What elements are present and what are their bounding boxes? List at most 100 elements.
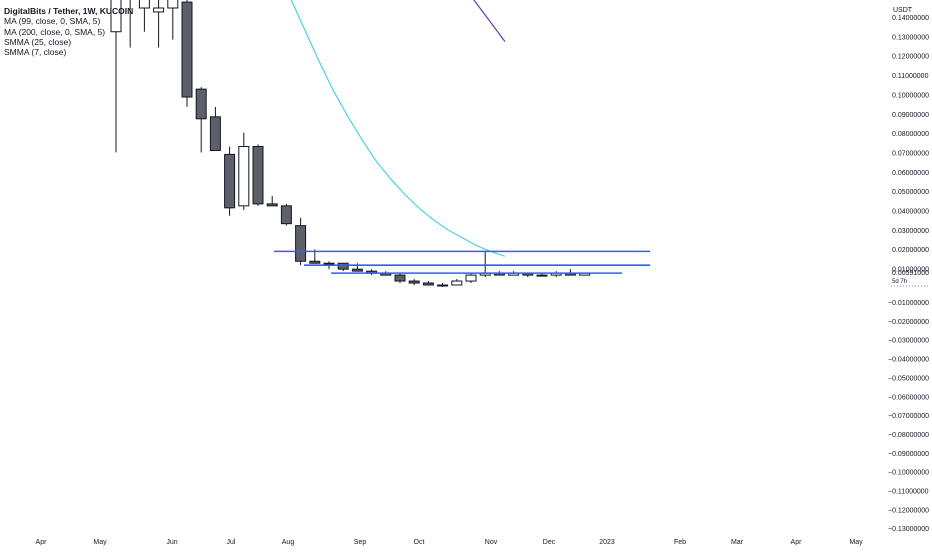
candle[interactable]: [209, 106, 221, 151]
currency-label: USDT: [893, 7, 913, 14]
y-tick-label: −0.03000000: [888, 338, 929, 345]
candle[interactable]: [238, 132, 250, 210]
candle-body: [309, 260, 321, 264]
chart-legend: DigitalBits / Tether, 1W, KUCOIN MA (99,…: [4, 6, 133, 57]
candle[interactable]: [295, 217, 307, 266]
y-tick-label: 0.12000000: [892, 54, 929, 61]
x-tick-label: Apr: [36, 539, 48, 546]
x-tick-label: Feb: [674, 539, 686, 546]
x-tick-label: Sep: [354, 539, 367, 546]
candle-body: [465, 274, 477, 282]
candle-body: [153, 7, 165, 13]
y-tick-label: −0.12000000: [888, 507, 929, 514]
price-label: 0.00591000: [892, 270, 929, 277]
candle-body: [138, 0, 150, 9]
candle[interactable]: [465, 273, 477, 284]
candle[interactable]: [167, 0, 179, 40]
x-tick-label: Dec: [543, 539, 556, 546]
y-tick-label: −0.01000000: [888, 300, 929, 307]
indicator-smma7-label[interactable]: SMMA (7, close): [4, 47, 67, 58]
candle-body: [280, 205, 292, 225]
y-tick-label: 0.11000000: [892, 73, 929, 80]
candle-body: [181, 1, 193, 98]
candle[interactable]: [451, 279, 463, 286]
candle-body: [295, 225, 307, 262]
y-tick-label: −0.09000000: [888, 451, 929, 458]
candle-body: [238, 146, 250, 207]
candle[interactable]: [422, 281, 434, 286]
candle-body: [323, 262, 335, 265]
y-tick-label: 0.14000000: [892, 15, 929, 22]
y-tick-label: −0.05000000: [888, 375, 929, 382]
indicator-ma99-label[interactable]: MA (99, close, 0, SMA, 5): [4, 16, 101, 27]
y-tick-label: −0.06000000: [888, 394, 929, 401]
candle-body: [437, 284, 449, 287]
y-tick-label: 0.06000000: [892, 170, 929, 177]
y-tick-label: −0.13000000: [888, 526, 929, 533]
candle[interactable]: [280, 203, 292, 226]
y-tick-label: 0.04000000: [892, 209, 929, 216]
y-tick-label: 0.05000000: [892, 189, 929, 196]
x-tick-label: 2023: [599, 539, 615, 546]
candle[interactable]: [195, 87, 207, 153]
candle-body: [337, 262, 349, 270]
candle-body: [394, 274, 406, 282]
candle[interactable]: [181, 0, 193, 107]
x-tick-label: Jul: [227, 539, 236, 546]
y-tick-label: 0.09000000: [892, 112, 929, 119]
y-tick-label: −0.04000000: [888, 357, 929, 364]
candle[interactable]: [153, 0, 165, 48]
candle[interactable]: [266, 195, 278, 207]
candle-body: [195, 88, 207, 120]
candle[interactable]: [138, 0, 150, 32]
candle-body: [224, 153, 236, 209]
symbol-title[interactable]: DigitalBits / Tether, 1W, KUCOIN: [4, 6, 134, 16]
x-tick-label: Mar: [731, 539, 744, 546]
candle[interactable]: [224, 146, 236, 216]
x-tick-label: Nov: [485, 539, 498, 546]
overlays-group: [232, 0, 650, 274]
x-tick-label: Oct: [414, 539, 425, 546]
x-tick-label: Jun: [166, 539, 177, 546]
candle[interactable]: [437, 283, 449, 287]
y-tick-label: 0.10000000: [892, 92, 929, 99]
candles-group: [110, 0, 591, 287]
y-tick-label: −0.11000000: [888, 489, 929, 496]
candle-body: [536, 274, 548, 277]
y-tick-label: 0.08000000: [892, 131, 929, 138]
y-tick-label: 0.13000000: [892, 34, 929, 41]
candle[interactable]: [125, 0, 135, 48]
y-tick-label: −0.02000000: [888, 319, 929, 326]
candle-body: [451, 280, 463, 286]
candle-body: [252, 146, 264, 205]
x-tick-label: Aug: [282, 539, 295, 546]
candle-body: [110, 0, 122, 33]
y-tick-label: 0.02000000: [892, 247, 929, 254]
candle-body: [266, 203, 278, 207]
ma-line[interactable]: [440, 0, 506, 42]
candle[interactable]: [564, 269, 576, 276]
candle[interactable]: [408, 279, 420, 285]
y-tick-label: −0.10000000: [888, 470, 929, 477]
indicator-smma25-label[interactable]: SMMA (25, close): [4, 36, 72, 47]
candle-body: [209, 116, 221, 151]
y-tick-label: 0.07000000: [892, 150, 929, 157]
y-tick-label: 0.01000000: [892, 267, 929, 274]
smma25-line[interactable]: [232, 0, 506, 257]
x-tick-label: May: [849, 539, 863, 546]
countdown-label: 5d 7h: [892, 279, 907, 285]
candle-body: [167, 0, 179, 9]
candle[interactable]: [366, 269, 378, 276]
y-tick-label: −0.08000000: [888, 432, 929, 439]
candle[interactable]: [252, 144, 264, 206]
candle[interactable]: [550, 271, 562, 278]
x-tick-label: May: [93, 539, 107, 546]
candle[interactable]: [394, 273, 406, 284]
indicator-ma200-label[interactable]: MA (200, close, 0, SMA, 5): [4, 26, 106, 37]
y-tick-label: 0.03000000: [892, 228, 929, 235]
candle-body: [422, 282, 434, 286]
candle[interactable]: [110, 0, 122, 153]
